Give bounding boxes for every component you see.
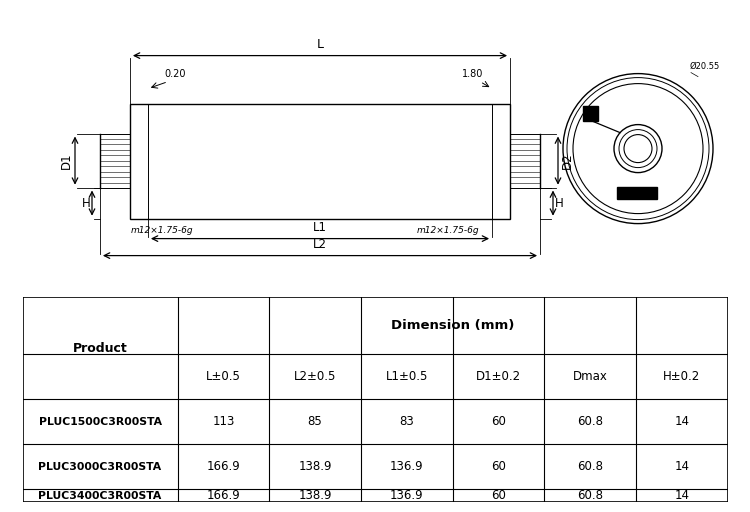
Text: L1±0.5: L1±0.5 (386, 370, 428, 383)
Text: L2±0.5: L2±0.5 (294, 370, 336, 383)
Text: 138.9: 138.9 (298, 489, 332, 502)
Text: L1: L1 (313, 221, 327, 233)
Text: 136.9: 136.9 (390, 460, 424, 474)
Text: 166.9: 166.9 (206, 460, 240, 474)
Text: L2: L2 (313, 238, 327, 250)
Text: H: H (82, 197, 90, 209)
Text: L±0.5: L±0.5 (206, 370, 241, 383)
Text: 60.8: 60.8 (577, 460, 603, 474)
Text: 138.9: 138.9 (298, 460, 332, 474)
Text: 14: 14 (674, 489, 689, 502)
Text: 60.8: 60.8 (577, 489, 603, 502)
Text: PLUC3400C3R00STA: PLUC3400C3R00STA (38, 490, 162, 501)
Text: Ø20.55: Ø20.55 (690, 61, 720, 71)
Text: 14: 14 (674, 415, 689, 429)
Text: 60: 60 (491, 415, 506, 429)
Text: L: L (316, 37, 323, 51)
Text: D2: D2 (560, 152, 574, 169)
Bar (583, 105, 598, 121)
Text: 83: 83 (399, 415, 414, 429)
Text: H±0.2: H±0.2 (663, 370, 700, 383)
Text: 14: 14 (674, 460, 689, 474)
Text: H: H (554, 197, 563, 209)
Text: 0.20: 0.20 (164, 69, 186, 79)
Text: Product: Product (73, 342, 128, 355)
Text: 166.9: 166.9 (206, 489, 240, 502)
Text: Dimension (mm): Dimension (mm) (391, 319, 514, 332)
Text: 85: 85 (308, 415, 322, 429)
Text: Dmax: Dmax (572, 370, 608, 383)
Text: m12×1.75-6g: m12×1.75-6g (417, 226, 479, 234)
Text: PLUC1500C3R00STA: PLUC1500C3R00STA (38, 417, 161, 427)
Bar (617, 186, 657, 199)
Text: D1±0.2: D1±0.2 (476, 370, 521, 383)
Text: D1: D1 (59, 152, 73, 169)
Text: 60.8: 60.8 (577, 415, 603, 429)
Text: PLUC3000C3R00STA: PLUC3000C3R00STA (38, 462, 161, 472)
Text: 113: 113 (212, 415, 235, 429)
Text: 60: 60 (491, 489, 506, 502)
Text: 1.80: 1.80 (462, 69, 484, 79)
Text: 136.9: 136.9 (390, 489, 424, 502)
Text: m12×1.75-6g: m12×1.75-6g (130, 226, 194, 234)
Text: 60: 60 (491, 460, 506, 474)
